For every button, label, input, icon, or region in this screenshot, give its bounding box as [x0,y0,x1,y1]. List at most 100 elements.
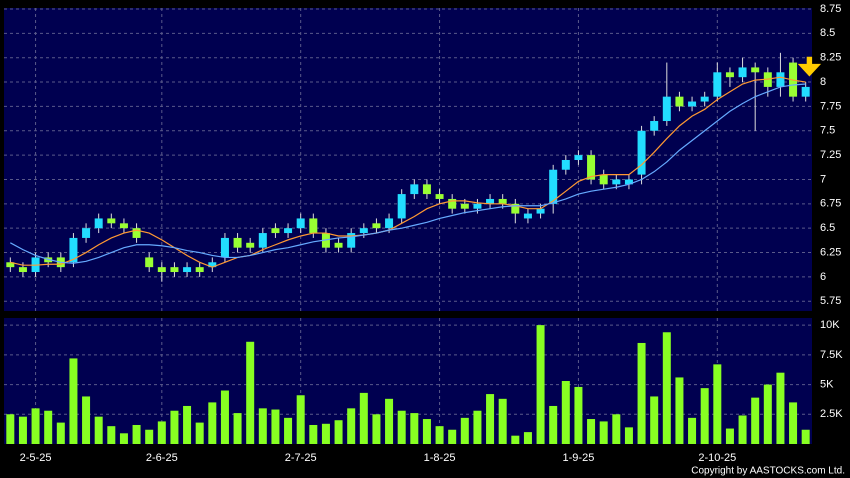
y-tick-label: 8 [820,76,826,88]
candle-body [587,155,596,180]
volume-bar [561,381,570,444]
volume-bar [675,377,684,444]
volume-bar [751,397,760,444]
volume-bar [574,386,583,444]
volume-bar [486,394,495,444]
x-tick-label: 2-7-25 [285,452,317,464]
volume-bar [271,409,280,444]
volume-bar [599,421,608,444]
candle-body [536,208,545,214]
candle-body [82,228,91,238]
arrow-marker [797,56,822,77]
volume-bar [435,426,444,444]
volume-bar [498,398,507,444]
candle-body [246,242,255,248]
volume-bar [246,341,255,444]
y-tick-label: 6.25 [820,246,841,258]
y-tick-label: 7.25 [820,149,841,161]
x-tick-label: 2-5-25 [20,452,52,464]
volume-bar [309,424,318,444]
candle-body [132,228,141,238]
plot: 5.75 6 6.25 6.5 6.75 7 7.25 7.5 7.75 8 8.25 8.5 8.75… [4,3,843,464]
candle-body [801,86,810,97]
y-tick-label: 7 [820,173,826,185]
volume-bar [713,364,722,444]
volume-bar [183,405,192,444]
candle-body [561,159,570,170]
volume-bar [776,372,785,444]
candle-body [700,96,709,102]
candle-body [650,121,659,131]
volume-bar [208,402,217,444]
volume-bar [284,417,293,444]
candle-body [738,67,747,78]
moving-average-line [10,76,806,268]
candle-body [94,218,103,229]
copyright: Copyright by AASTOCKS.com Ltd. [691,466,845,477]
volume-bar [725,428,734,444]
volume-bar [422,419,431,444]
candle-body [334,242,343,248]
volume-bar [170,410,179,444]
candle-body [372,223,381,229]
volume-bar [372,414,381,444]
moving-average-line [10,83,806,264]
candle-body [183,267,192,273]
candle-body [422,184,431,195]
y-tick-label: 10K [820,319,840,331]
volume-bar [397,410,406,444]
y-tick-label: 8.75 [820,3,841,15]
y-tick-label: 7.75 [820,100,841,112]
candle-body [549,169,558,204]
volume-bar [44,410,53,444]
y-tick-label: 5K [820,378,834,390]
candle-body [220,237,229,258]
candle-body [397,194,406,219]
candle-body [511,203,520,214]
candle-body [157,267,166,273]
candle-body [208,262,217,268]
candle-body [69,237,78,263]
candle-body [410,184,419,195]
volume-bar [334,420,343,444]
candle-body [347,233,356,248]
y-tick-label: 6.75 [820,198,841,210]
volume-bar [296,395,305,444]
volume-bar [31,408,40,444]
volume-bar [587,419,596,444]
x-tick-label: 1-8-25 [424,452,456,464]
volume-bar [107,426,116,444]
candle-body [195,267,204,273]
candle-body [460,203,469,209]
y-tick-label: 2.5K [820,408,843,420]
candle-body [637,130,646,175]
price-panel [4,8,812,311]
candle-body [6,262,15,268]
candle-body [675,96,684,107]
volume-bar [637,342,646,444]
candle-body [258,233,267,248]
volume-bar [801,429,810,444]
x-tick-label: 2-10-25 [698,452,736,464]
candle-body [624,179,633,185]
volume-bar [738,415,747,444]
volume-bar [157,421,166,444]
y-tick-label: 7.5K [820,349,843,361]
candle-body [448,198,457,209]
volume-bar [94,416,103,444]
candle-body [523,213,532,219]
volume-bar [321,423,330,444]
candle-body [751,67,760,73]
candle-body [688,101,697,107]
volume-bar [549,405,558,444]
candle-body [599,174,608,185]
candle-body [612,179,621,185]
volume-bar [523,432,532,444]
volume-bar [347,408,356,444]
volume-bar [56,422,65,444]
volume-bar [220,390,229,444]
candle-body [170,267,179,273]
volume-bar [69,358,78,444]
volume-bar [6,414,15,444]
candle-body [107,218,116,224]
